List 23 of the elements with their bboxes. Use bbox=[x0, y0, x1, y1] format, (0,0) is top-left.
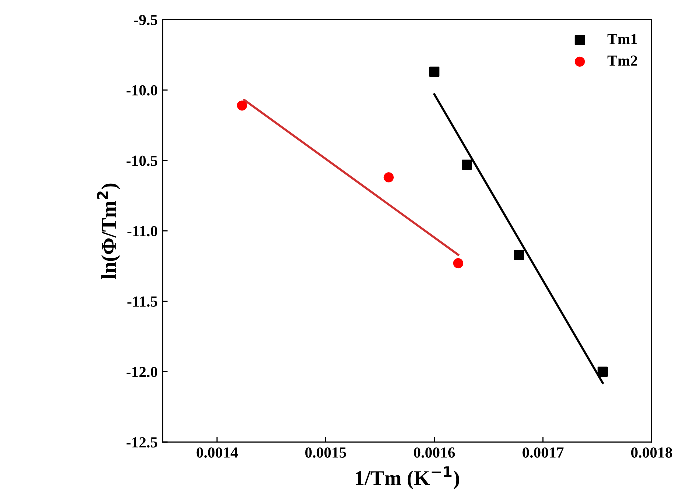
y-axis-title: ln(Φ/Tm$^{2}$) bbox=[97, 184, 120, 280]
y-tick-label: -12.5 bbox=[126, 438, 158, 448]
point bbox=[462, 160, 472, 170]
x-tick-label: 0.0018 bbox=[631, 448, 672, 458]
x-tick-label: 0.0014 bbox=[196, 448, 238, 458]
y-tick-label: -9.5 bbox=[134, 15, 158, 26]
x-axis-title: 1/Tm (K$^{−1}$) bbox=[356, 466, 460, 490]
legend-label: Tm2 bbox=[608, 56, 638, 66]
point bbox=[598, 366, 608, 378]
y-tick-label: -11.0 bbox=[128, 226, 158, 237]
y-tick-label: -12.0 bbox=[126, 367, 158, 378]
y-tick-label: -11.5 bbox=[128, 296, 158, 308]
legend-label: Tm1 bbox=[608, 34, 638, 44]
point bbox=[514, 250, 524, 260]
x-tick-label: 0.0016 bbox=[414, 448, 456, 458]
x-tick-label: 0.0015 bbox=[305, 448, 346, 458]
point bbox=[384, 172, 394, 183]
y-tick-label: -10.0 bbox=[126, 85, 158, 96]
point bbox=[237, 100, 248, 111]
y-tick-label: -10.5 bbox=[126, 156, 158, 166]
point bbox=[429, 66, 440, 78]
point bbox=[453, 258, 464, 269]
x-tick-label: 0.0017 bbox=[522, 448, 564, 458]
